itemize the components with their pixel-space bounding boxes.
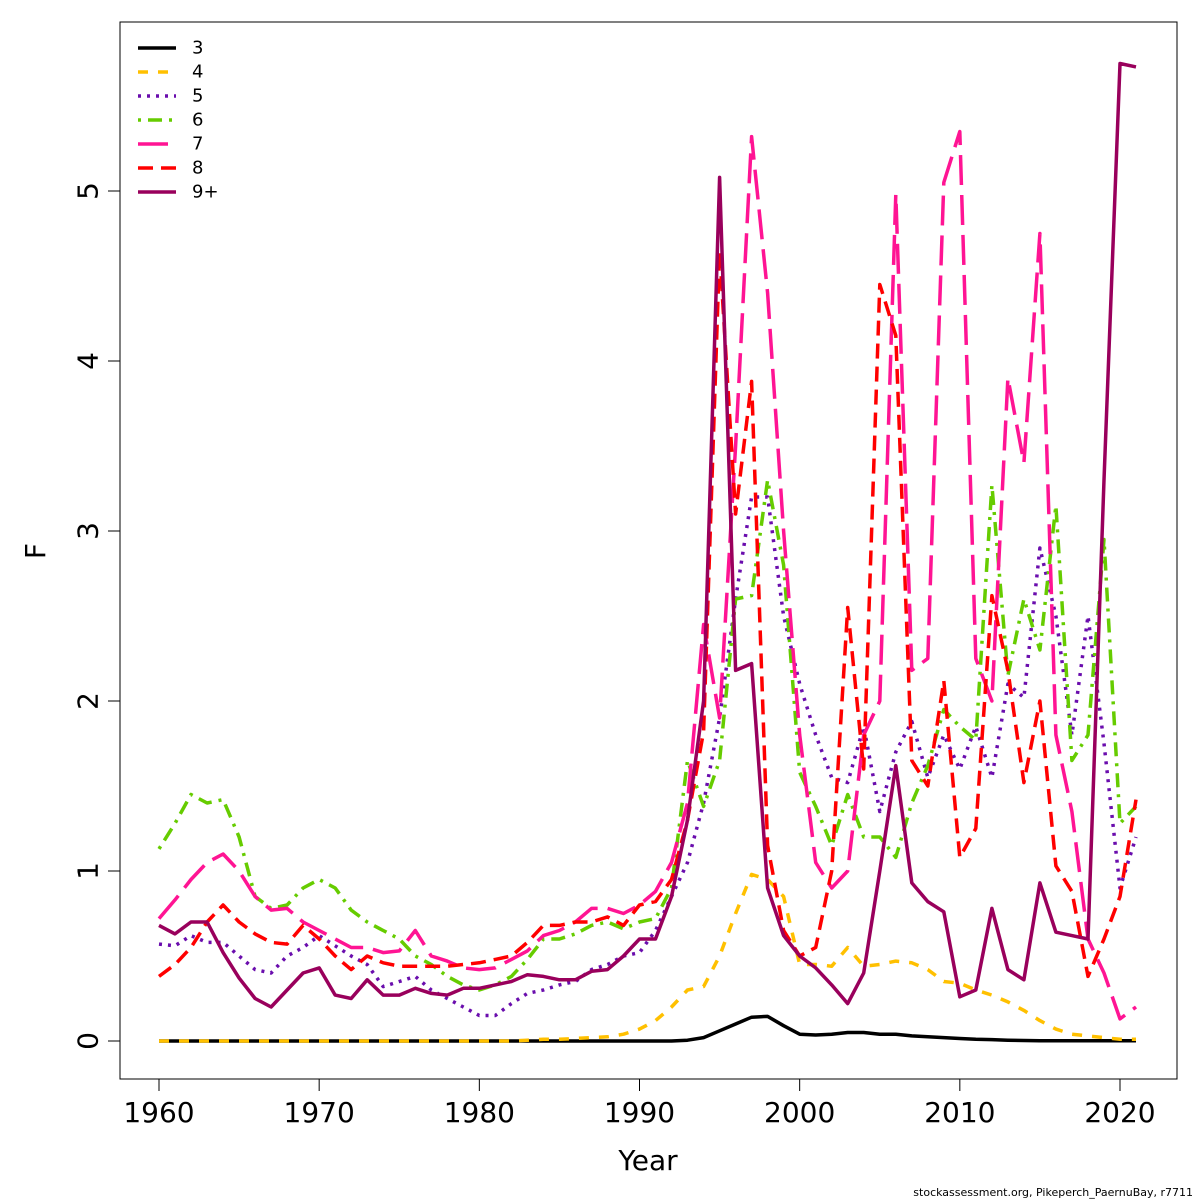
legend-label: 5 — [192, 86, 203, 107]
legend-label: 4 — [192, 62, 203, 83]
series-line-5 — [158, 495, 1138, 1018]
series-line-7 — [157, 129, 1138, 1021]
x-tick-label: 2010 — [924, 1096, 995, 1129]
legend-label: 6 — [192, 110, 203, 131]
y-axis: 0 1 2 3 4 5 — [72, 182, 121, 1050]
y-tick-label: 0 — [72, 1032, 105, 1050]
x-axis-title: Year — [617, 1144, 678, 1177]
x-axis: 1960 1970 1980 1990 2000 2010 2020 — [123, 1078, 1156, 1129]
x-tick-label: 1990 — [604, 1096, 675, 1129]
legend-label: 9+ — [192, 182, 219, 203]
series-line-3 — [159, 1014, 1136, 1043]
x-tick-label: 2020 — [1084, 1096, 1155, 1129]
y-tick-label: 5 — [72, 182, 105, 200]
legend-label: 8 — [192, 158, 203, 179]
series-line-8 — [157, 248, 1138, 979]
y-tick-label: 2 — [72, 692, 105, 710]
series-lines — [157, 61, 1138, 1043]
x-tick-label: 2000 — [764, 1096, 835, 1129]
series-line-9plus — [158, 61, 1137, 1009]
series-line-4 — [159, 872, 1136, 1043]
legend: 3 4 5 6 7 8 9+ — [138, 38, 219, 203]
series-line-6 — [157, 478, 1138, 992]
y-axis-title: F — [19, 543, 52, 559]
x-tick-label: 1980 — [444, 1096, 515, 1129]
legend-label: 7 — [192, 134, 203, 155]
y-tick-label: 1 — [72, 862, 105, 880]
legend-label: 3 — [192, 38, 203, 59]
y-tick-label: 4 — [72, 352, 105, 370]
x-tick-label: 1960 — [123, 1096, 194, 1129]
x-tick-label: 1970 — [284, 1096, 355, 1129]
footer-credit: stockassessment.org, Pikeperch_PaernuBay… — [913, 1186, 1193, 1199]
y-tick-label: 3 — [72, 522, 105, 540]
